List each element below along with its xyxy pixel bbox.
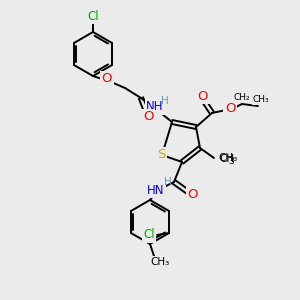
Text: H: H bbox=[161, 96, 169, 106]
Text: CH₃: CH₃ bbox=[253, 95, 269, 104]
Text: 3: 3 bbox=[228, 157, 234, 166]
Text: NH: NH bbox=[146, 100, 164, 113]
Text: CH₃: CH₃ bbox=[150, 257, 170, 267]
Text: O: O bbox=[143, 110, 153, 124]
Text: O: O bbox=[225, 103, 235, 116]
Text: H: H bbox=[164, 177, 172, 187]
Text: O: O bbox=[102, 73, 112, 85]
Text: Cl: Cl bbox=[87, 10, 99, 22]
Text: CH₂: CH₂ bbox=[234, 94, 250, 103]
Text: CH: CH bbox=[219, 154, 234, 164]
Text: O: O bbox=[198, 89, 208, 103]
Text: Cl: Cl bbox=[143, 229, 155, 242]
Text: O: O bbox=[188, 188, 198, 202]
Text: HN: HN bbox=[147, 184, 165, 196]
Text: S: S bbox=[157, 148, 165, 161]
Text: CH₃: CH₃ bbox=[218, 153, 237, 163]
